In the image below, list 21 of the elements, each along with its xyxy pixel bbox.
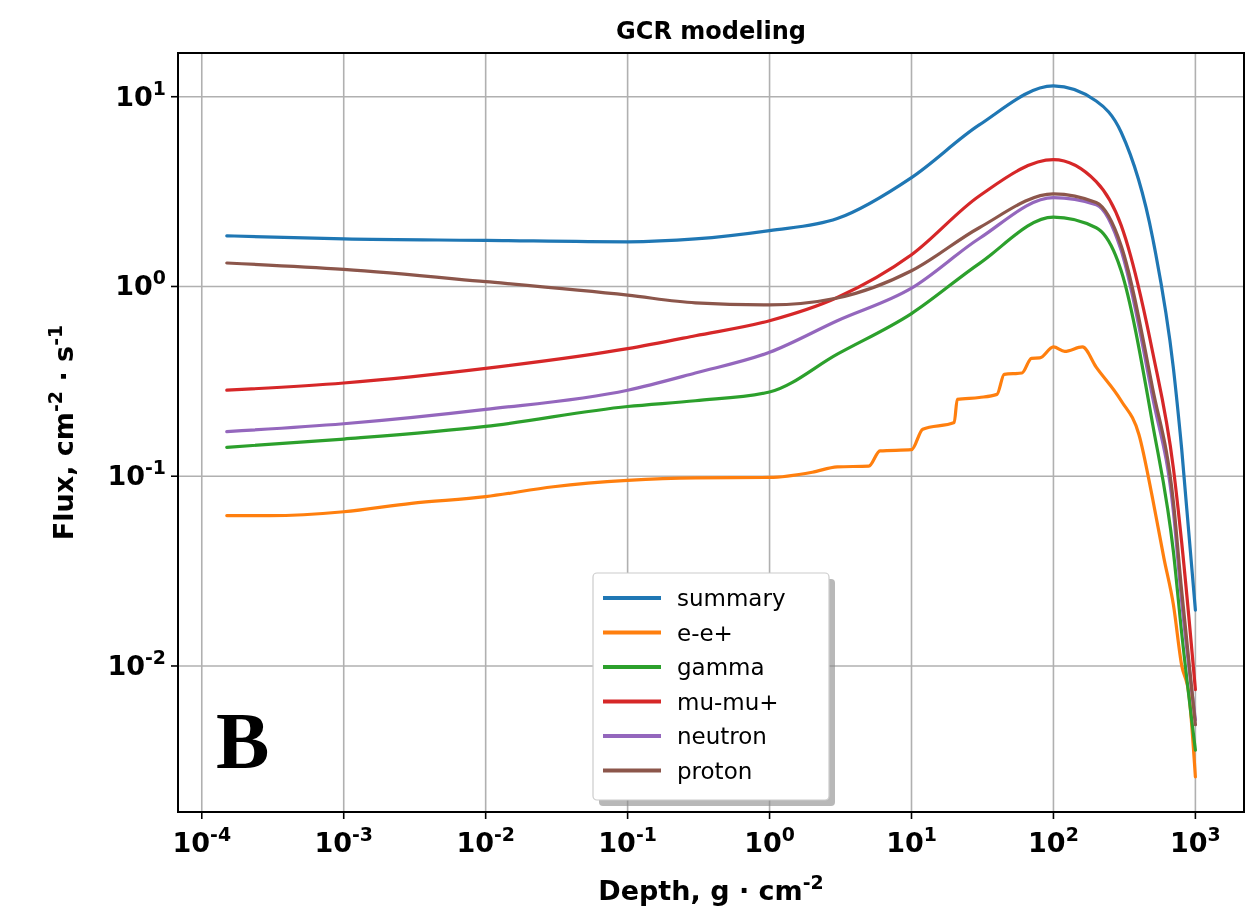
x-tick-label: 10$^{-4}$ (172, 823, 232, 858)
y-tick-label: 10$^{-2}$ (107, 645, 166, 681)
annotation: B (216, 697, 270, 785)
legend-label: proton (677, 757, 753, 784)
legend-label: mu-mu+ (677, 688, 779, 715)
legend-label: e-e+ (677, 619, 733, 646)
y-tick-label: 10$^{-1}$ (107, 456, 166, 492)
y-tick-label: 10$^{0}$ (115, 266, 166, 302)
legend-label: neutron (677, 723, 767, 749)
x-tick-label: 10$^{-1}$ (598, 823, 657, 858)
x-tick-label: 10$^{-3}$ (314, 823, 374, 858)
x-tick-label: 10$^{3}$ (1170, 823, 1221, 858)
legend-label: summary (677, 585, 786, 611)
x-tick-label: 10$^{0}$ (744, 823, 795, 858)
x-axis-title: Depth, g · cm$^{-2}$ (598, 871, 824, 906)
y-tick-label: 10$^{1}$ (115, 76, 166, 112)
x-tick-label: 10$^{-2}$ (456, 823, 515, 858)
chart-title: GCR modeling (616, 17, 806, 45)
x-tick-label: 10$^{1}$ (886, 823, 937, 858)
x-tick-label: 10$^{2}$ (1028, 823, 1079, 858)
legend-label: gamma (677, 654, 765, 680)
